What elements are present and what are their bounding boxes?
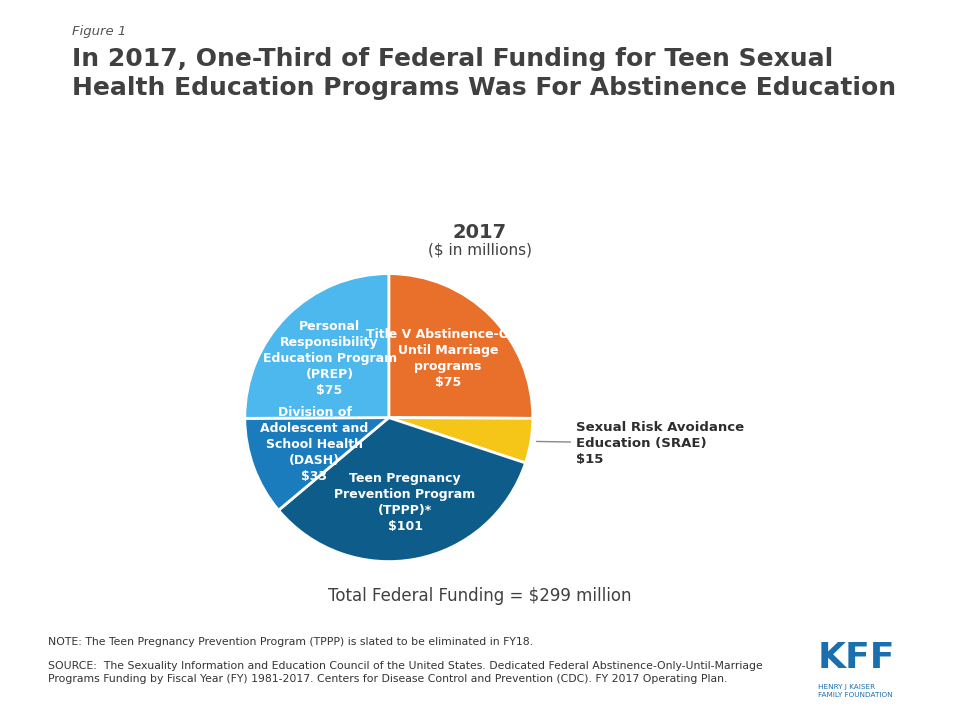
Wedge shape <box>245 274 389 418</box>
Text: Figure 1: Figure 1 <box>72 25 127 38</box>
Wedge shape <box>245 418 389 510</box>
Text: Personal
Responsibility
Education Program
(PREP)
$75: Personal Responsibility Education Progra… <box>262 320 396 397</box>
Text: In 2017, One-Third of Federal Funding for Teen Sexual
Health Education Programs : In 2017, One-Third of Federal Funding fo… <box>72 47 896 99</box>
Text: Division of
Adolescent and
School Health
(DASH)
$33: Division of Adolescent and School Health… <box>260 406 369 483</box>
Text: 2017: 2017 <box>453 223 507 242</box>
Wedge shape <box>278 418 525 562</box>
Text: Teen Pregnancy
Prevention Program
(TPPP)*
$101: Teen Pregnancy Prevention Program (TPPP)… <box>334 472 475 533</box>
Text: NOTE: The Teen Pregnancy Prevention Program (TPPP) is slated to be eliminated in: NOTE: The Teen Pregnancy Prevention Prog… <box>48 637 533 647</box>
Text: Total Federal Funding = $299 million: Total Federal Funding = $299 million <box>328 587 632 605</box>
Text: KFF: KFF <box>818 641 896 675</box>
Text: HENRY J KAISER
FAMILY FOUNDATION: HENRY J KAISER FAMILY FOUNDATION <box>818 684 893 698</box>
Text: ($ in millions): ($ in millions) <box>428 243 532 258</box>
Text: SOURCE:  The Sexuality Information and Education Council of the United States. D: SOURCE: The Sexuality Information and Ed… <box>48 661 763 684</box>
Text: Title V Abstinence-Only
Until Marriage
programs
$75: Title V Abstinence-Only Until Marriage p… <box>366 328 530 390</box>
Text: Sexual Risk Avoidance
Education (SRAE)
$15: Sexual Risk Avoidance Education (SRAE) $… <box>537 421 744 466</box>
Wedge shape <box>389 274 533 418</box>
Wedge shape <box>389 418 533 463</box>
